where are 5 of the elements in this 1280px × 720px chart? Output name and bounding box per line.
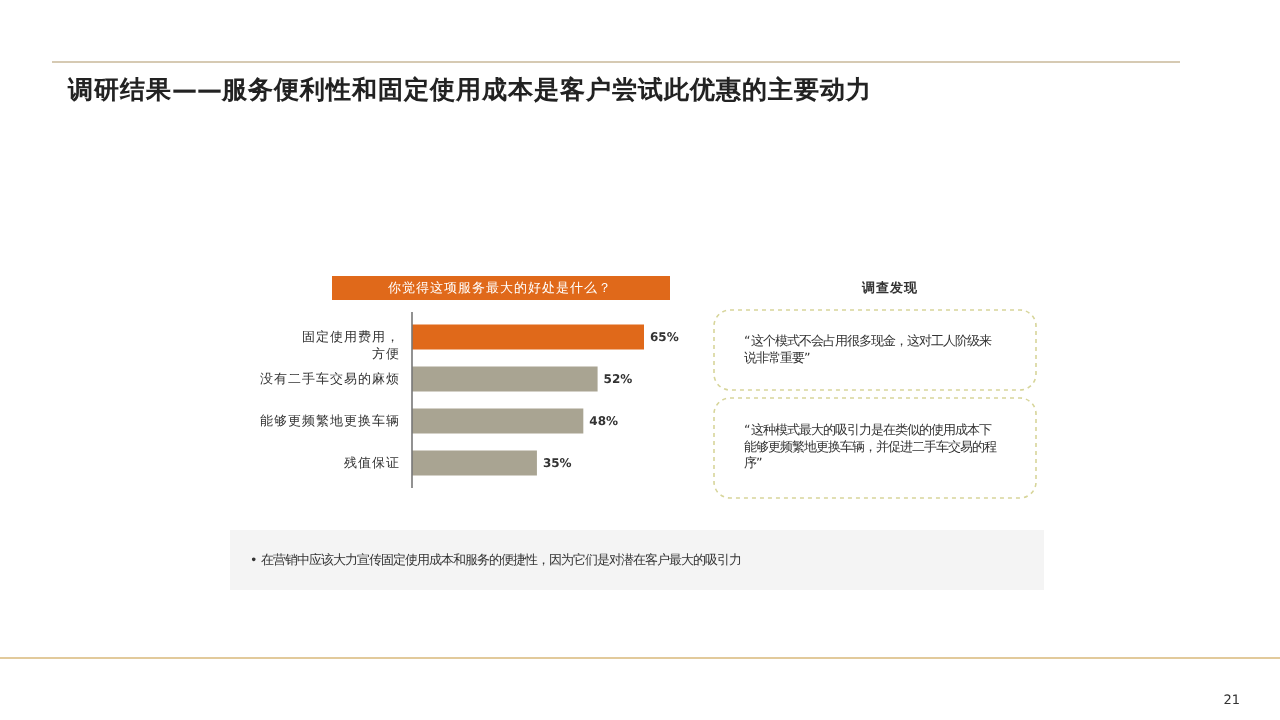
bar	[412, 408, 584, 434]
chart-title: 调研结果——服务便利性和固定使用成本是客户尝试此优惠的主要动力	[66, 74, 872, 104]
bar	[412, 324, 644, 350]
bar	[412, 450, 537, 476]
bar	[412, 366, 598, 392]
